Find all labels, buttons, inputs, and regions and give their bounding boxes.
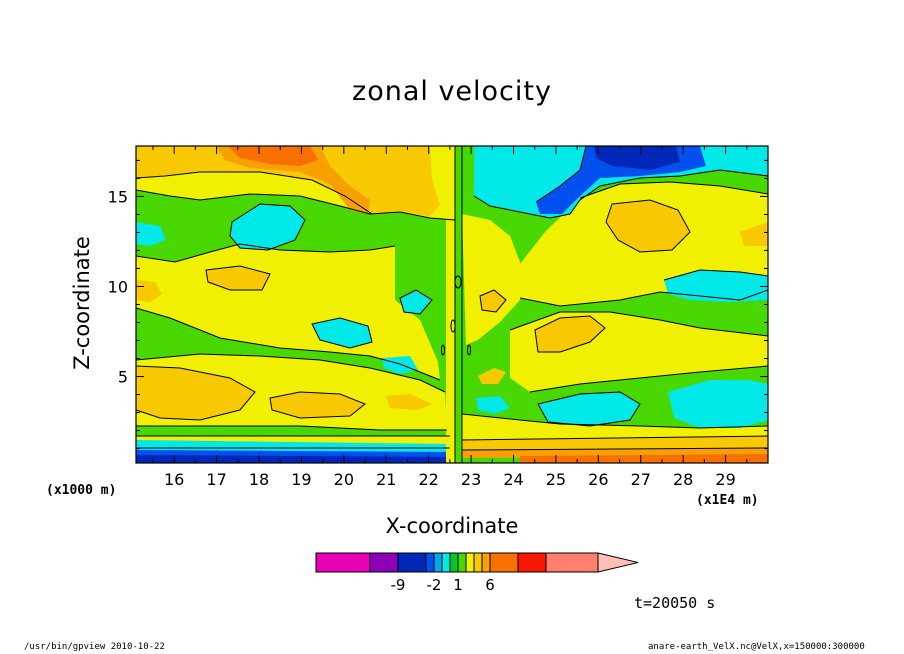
colorbar-tick-label: 1 — [453, 576, 463, 594]
colorbar-arrow — [597, 552, 639, 573]
y-tick-label: 15 — [108, 187, 128, 206]
contour-lines — [136, 146, 768, 463]
center-green-strip — [455, 146, 462, 463]
region-bottom-right-red — [520, 454, 768, 463]
region-cyan-left-edge — [136, 222, 166, 246]
region-orange-tl-inner — [216, 146, 370, 214]
region-cyan-center-right-low — [476, 396, 510, 414]
x-tick-label: 23 — [461, 470, 481, 489]
colorbar-cell — [369, 552, 399, 573]
colorbar-cell — [457, 552, 467, 573]
region-cyan-right-mid — [664, 270, 768, 302]
colorbar-cell — [441, 552, 451, 573]
colorbar-cell — [481, 552, 491, 573]
colorbar-cell — [473, 552, 483, 573]
colorbar-cell — [449, 552, 459, 573]
x-unit-note-left: (x1000 m) — [46, 483, 117, 498]
region-blue-right-top-core — [594, 146, 680, 170]
y-axis-label: Z-coordinate — [70, 236, 94, 370]
region-bottom-darkblue — [136, 455, 455, 463]
region-orange-center-small — [480, 290, 506, 312]
x-tick-label: 25 — [546, 470, 566, 489]
x-unit-note-right: (x1E4 m) — [696, 493, 759, 508]
region-orange-center-small2 — [478, 368, 506, 384]
region-cyan-center-small — [400, 290, 432, 314]
colorbar-cell — [489, 552, 519, 573]
x-tick-label: 27 — [631, 470, 651, 489]
y-tick-label: 10 — [108, 277, 128, 296]
footer-left: /usr/bin/gpview 2010-10-22 — [24, 642, 165, 652]
x-axis-label: X-coordinate — [385, 514, 519, 538]
x-tick-label: 29 — [715, 470, 735, 489]
region-orange-left-mid — [206, 266, 270, 290]
x-tick-label: 20 — [334, 470, 354, 489]
x-axis: 16 17 18 19 20 21 22 23 24 25 26 27 28 29 — [152, 146, 748, 489]
region-orange-right-upper — [606, 200, 690, 252]
colorbar-cell — [433, 552, 443, 573]
region-cyan-left-upper — [230, 204, 305, 250]
center-yellow-strip — [446, 146, 455, 463]
colorbar-tick-label: -9 — [391, 576, 406, 594]
region-orange-left-mid2 — [136, 280, 162, 302]
contour-field — [136, 146, 768, 463]
x-tick-label: 17 — [206, 470, 226, 489]
region-yellow-center — [462, 214, 520, 345]
x-tick-label: 18 — [249, 470, 269, 489]
colorbar-tick-label: 6 — [485, 576, 495, 594]
region-cyan-center-low — [382, 356, 418, 374]
region-orange-right-edge — [740, 222, 768, 246]
region-cyan-right-low — [538, 392, 640, 426]
region-orange-left-low2 — [270, 392, 365, 418]
x-tick-label: 16 — [164, 470, 184, 489]
y-axis: 5 10 15 — [108, 159, 768, 450]
colorbar-tick-label: -2 — [427, 576, 442, 594]
colorbar-cell — [315, 552, 371, 573]
y-tick-label: 5 — [118, 368, 128, 387]
region-cyan-center-left — [312, 318, 372, 348]
x-tick-label: 28 — [673, 470, 693, 489]
x-tick-label: 26 — [588, 470, 608, 489]
x-tick-label: 22 — [418, 470, 438, 489]
x-tick-label: 19 — [291, 470, 311, 489]
region-cyan-right-low2 — [668, 380, 768, 428]
colorbar-cell — [517, 552, 547, 573]
region-orange-tl-core — [228, 146, 318, 166]
region-orange-right-mid — [535, 316, 605, 352]
time-label: t=20050 s — [634, 594, 716, 612]
colorbar-cell — [397, 552, 427, 573]
x-tick-label: 24 — [503, 470, 523, 489]
footer-right: anare-earth_VelX.nc@VelX,x=150000:300000 — [648, 642, 865, 652]
region-orange-center-low — [386, 394, 432, 410]
colorbar-cell — [545, 552, 599, 573]
region-orange-left-low — [136, 366, 255, 420]
colorbar-cell — [425, 552, 435, 573]
chart-title: zonal velocity — [352, 76, 552, 107]
colorbar-cell — [465, 552, 475, 573]
region-bottom-cyan — [136, 440, 455, 452]
colorbar: -9 -2 1 6 — [315, 552, 639, 594]
x-tick-label: 21 — [376, 470, 396, 489]
